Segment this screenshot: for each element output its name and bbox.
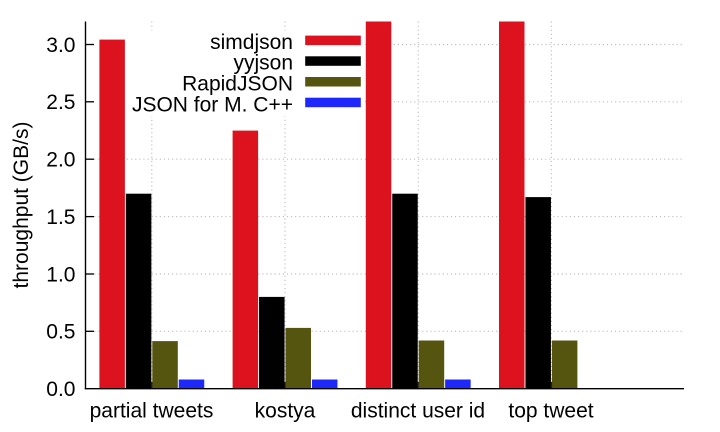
svg-text:yyjson: yyjson: [233, 52, 293, 75]
svg-text:distinct user id: distinct user id: [351, 400, 485, 423]
svg-text:kostya: kostya: [255, 400, 316, 423]
svg-text:3.0: 3.0: [46, 34, 75, 57]
svg-text:simdjson: simdjson: [210, 31, 293, 54]
svg-text:2.5: 2.5: [46, 91, 75, 114]
svg-text:1.0: 1.0: [46, 263, 75, 286]
svg-text:throughput (GB/s): throughput (GB/s): [10, 122, 33, 289]
svg-text:1.5: 1.5: [46, 206, 75, 229]
svg-text:top tweet: top tweet: [508, 400, 593, 423]
svg-text:0.5: 0.5: [46, 321, 75, 344]
svg-text:0.0: 0.0: [46, 378, 75, 401]
svg-text:partial tweets: partial tweets: [90, 400, 214, 423]
svg-text:2.0: 2.0: [46, 149, 75, 172]
svg-text:RapidJSON: RapidJSON: [182, 73, 293, 96]
svg-text:JSON for M. C++: JSON for M. C++: [132, 93, 293, 116]
